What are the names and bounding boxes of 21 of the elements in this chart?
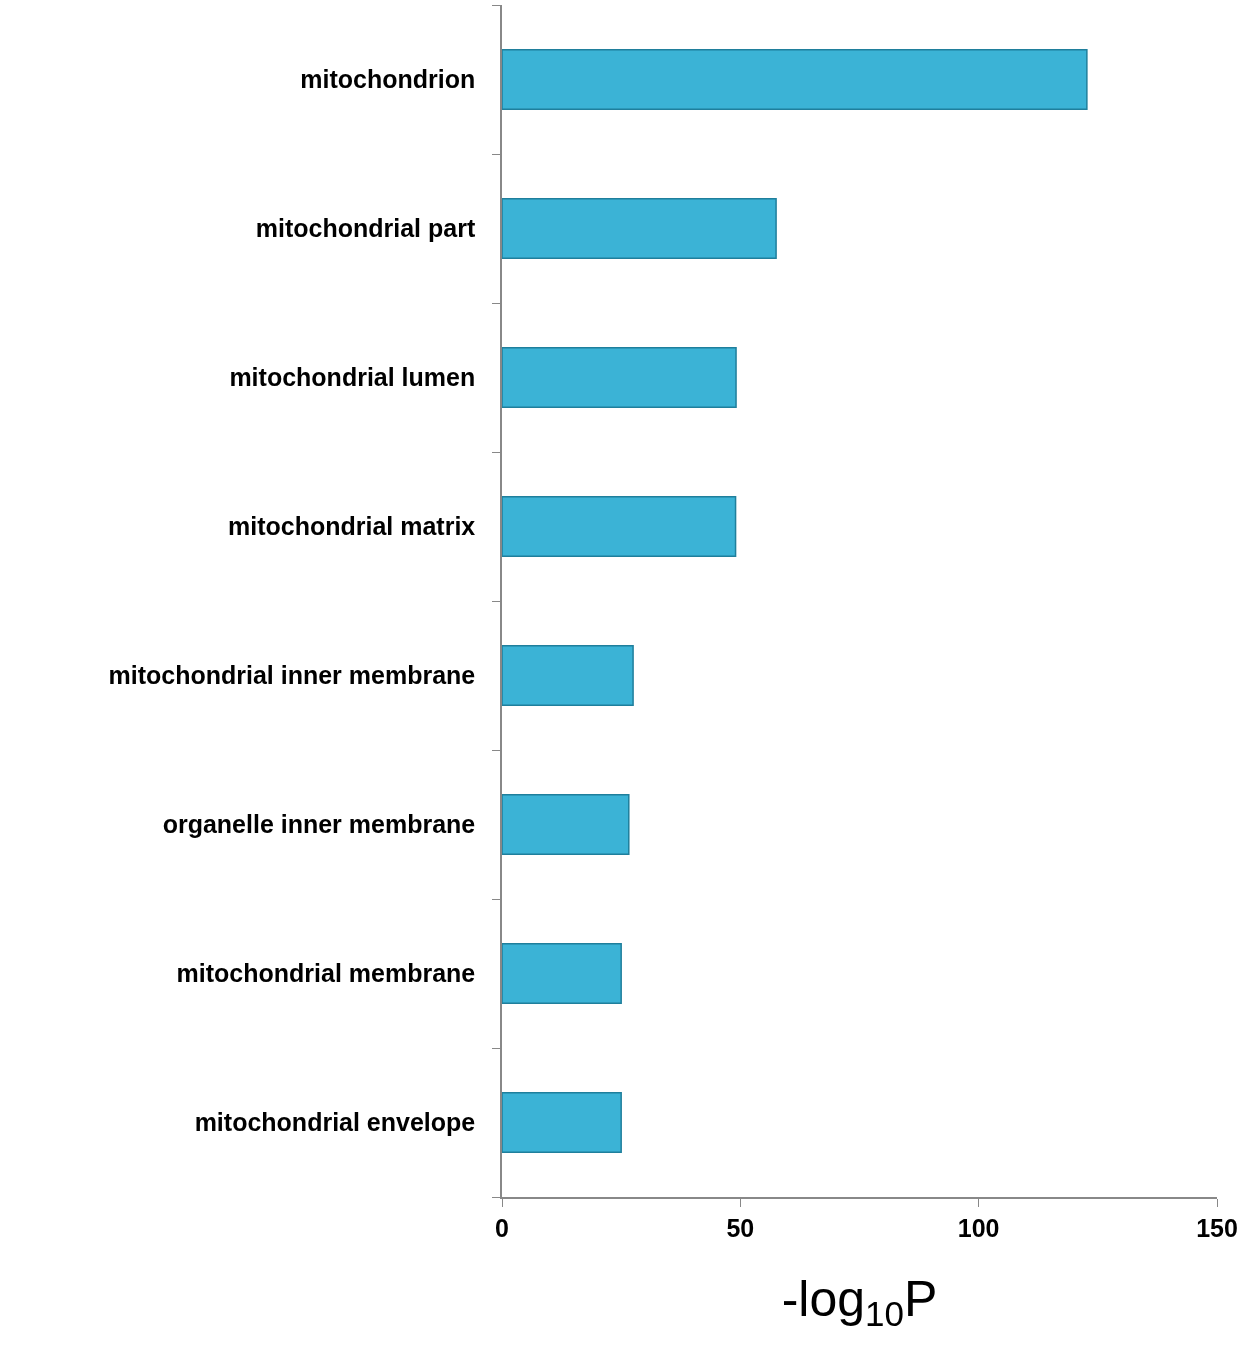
x-tick-label: 150 (1196, 1213, 1238, 1242)
bar (502, 793, 630, 856)
x-tick-label: 50 (726, 1213, 755, 1242)
bar (502, 495, 737, 558)
y-tick-label: organelle inner membrane (162, 810, 476, 839)
bar (502, 644, 634, 707)
bar (502, 197, 777, 260)
bar (502, 1091, 622, 1154)
x-tick-label: 0 (495, 1213, 509, 1242)
y-tick-label: mitochondrion (300, 65, 476, 94)
bar (502, 346, 737, 409)
bar (502, 942, 622, 1005)
y-tick-label: mitochondrial inner membrane (108, 661, 476, 690)
x-tick-label: 100 (957, 1213, 1000, 1242)
y-tick-label: mitochondrial membrane (176, 959, 476, 988)
y-tick-label: mitochondrial envelope (194, 1108, 476, 1137)
x-axis-title: -log$_{10}$P (781, 1270, 938, 1334)
bar (502, 48, 1088, 111)
y-tick-label: mitochondrial part (255, 214, 476, 243)
y-tick-label: mitochondrial lumen (229, 363, 476, 392)
y-tick-label: mitochondrial matrix (227, 512, 476, 541)
